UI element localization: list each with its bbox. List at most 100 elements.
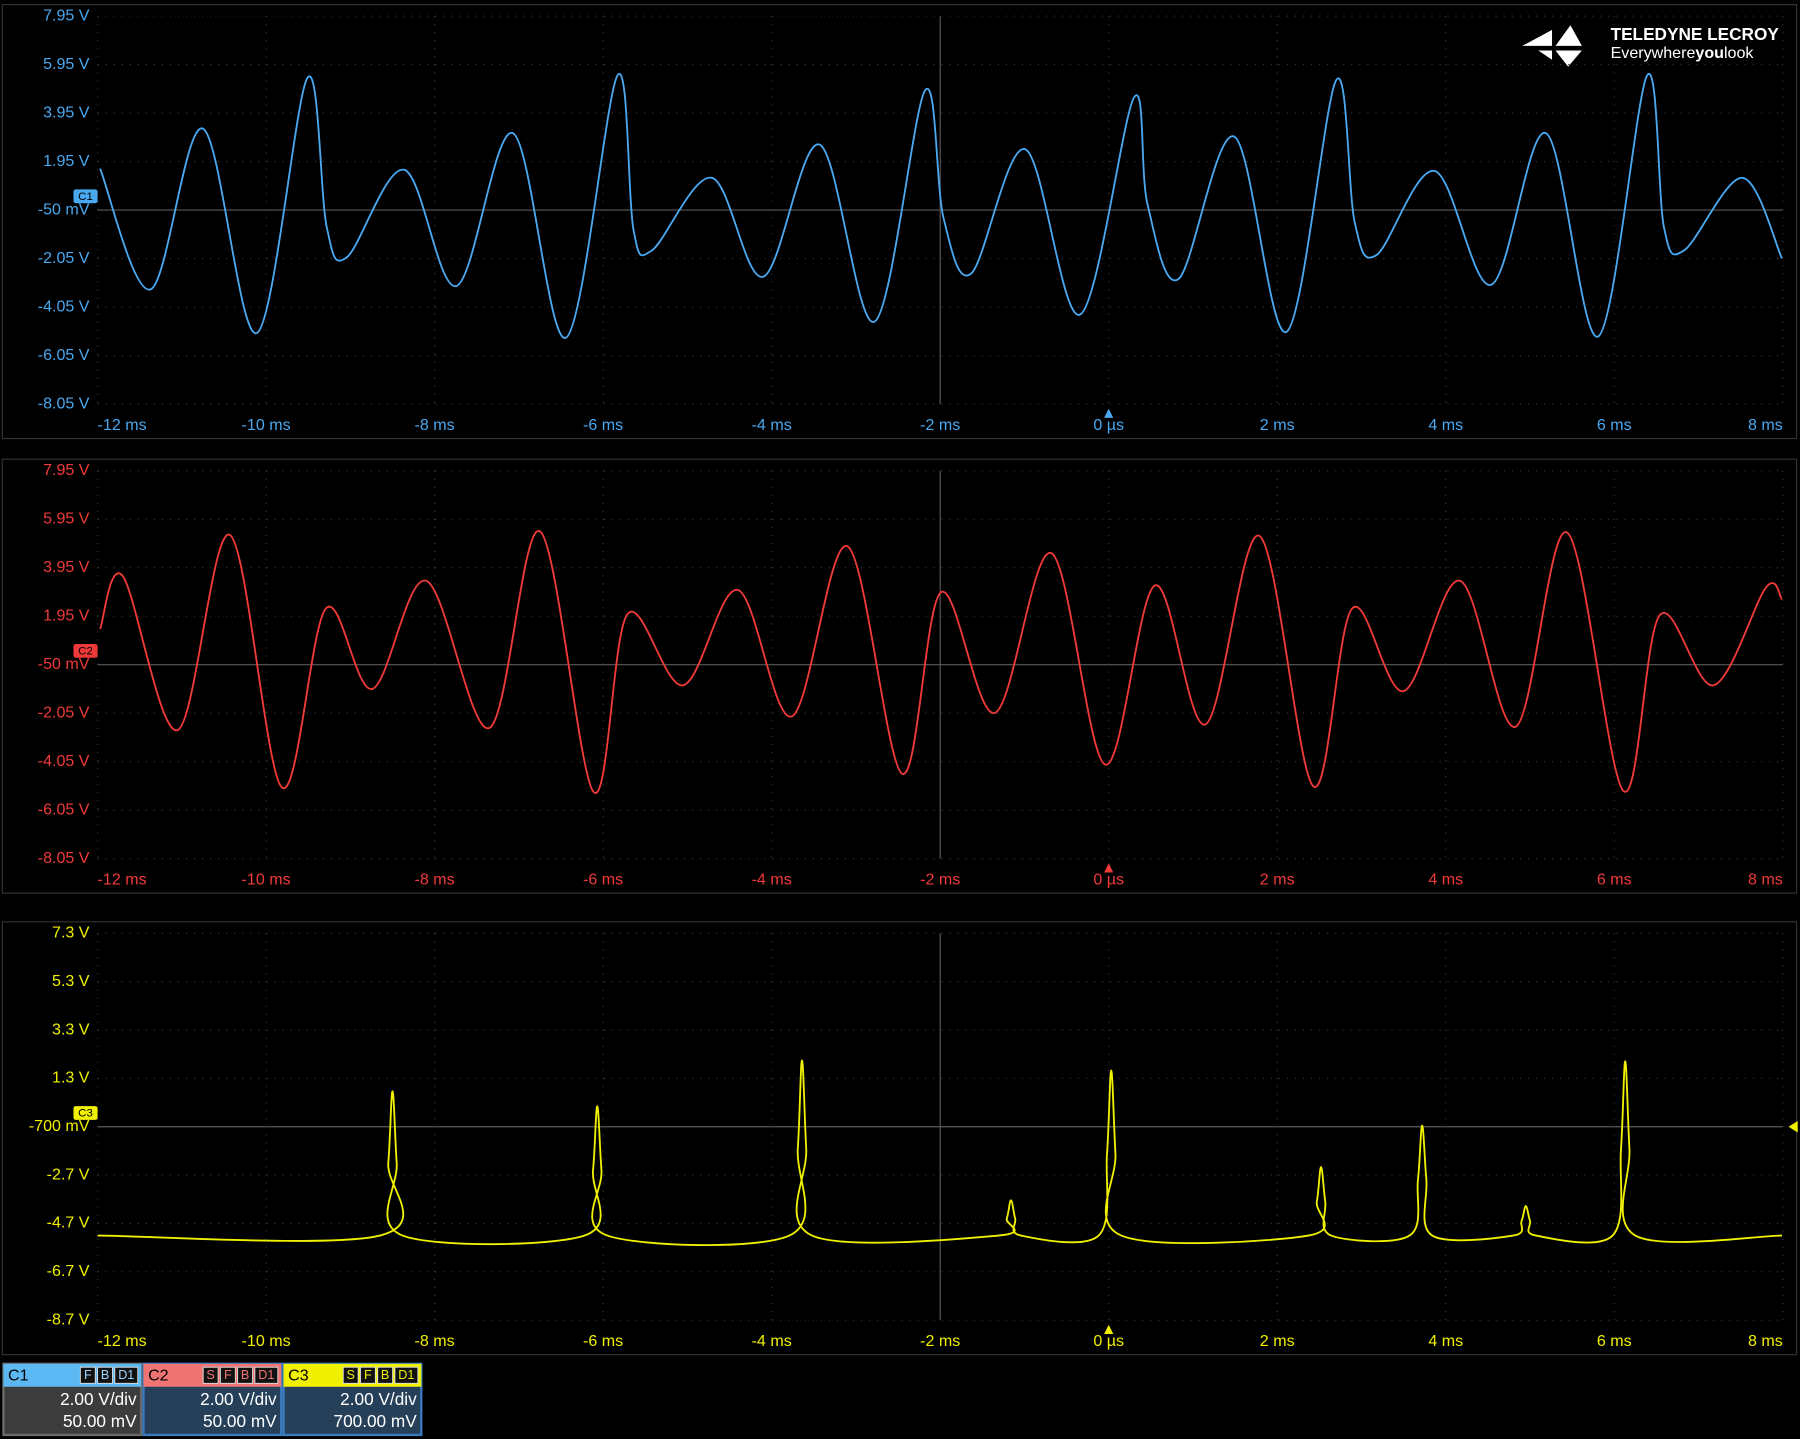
y-tick-label: 5.95 V [43,55,90,73]
y-tick-label: -8.05 V [38,849,90,867]
y-tick-label: -4.05 V [38,297,90,315]
x-tick-label: 8 ms [1748,416,1783,434]
trigger-marker [1104,408,1114,418]
x-tick-label: -4 ms [752,871,792,889]
channel-marker [73,1106,98,1120]
logo-icon [1555,50,1582,67]
y-tick-label: -6.05 V [38,346,90,364]
x-tick-label: 4 ms [1428,416,1463,434]
channel-scale: 2.00 V/div [60,1389,137,1409]
channel-label: C3 [288,1367,309,1385]
y-tick-label: 7.95 V [43,461,90,479]
y-tick-label: -8.05 V [38,394,90,412]
x-tick-label: -6 ms [583,1332,623,1350]
channel-flag-box [342,1366,359,1384]
x-tick-label: -4 ms [752,416,792,434]
y-tick-label: 1.95 V [43,152,90,170]
y-tick-label: -8.7 V [47,1310,90,1328]
logo-icon [1555,25,1582,46]
y-tick-label: -2.7 V [47,1165,90,1183]
slogan-part: look [1724,44,1754,62]
y-tick-label: 3.3 V [52,1020,90,1038]
channel-flag-box [377,1366,394,1384]
channel-flag: S [346,1368,354,1382]
panel-frame [1,458,1798,894]
channel-flag: D1 [118,1368,134,1382]
x-tick-label: 2 ms [1260,871,1295,889]
y-tick-label: -50 mV [38,655,90,673]
x-tick-label: -2 ms [920,416,960,434]
channel-marker [73,644,98,658]
panel-frame [1,4,1798,440]
x-tick-label: -10 ms [242,871,291,889]
y-tick-label: -6.7 V [47,1262,90,1280]
panel: 7.95 V 5.95 V 3.95 V 1.95 V -50 mV -2.05 V -4.… [1,4,1798,440]
slogan-part: you [1695,44,1724,62]
offset-marker [1788,1121,1798,1133]
channel-flag-box [97,1366,113,1384]
channel-flag: B [101,1368,109,1382]
x-tick-label: -12 ms [98,1332,147,1350]
channel-flag-box [254,1366,279,1384]
y-tick-label: -700 mV [29,1117,90,1135]
x-tick-label: -10 ms [242,416,291,434]
channel-marker-label: C1 [78,191,93,203]
y-tick-label: -4.7 V [47,1214,90,1232]
y-tick-label: 7.3 V [52,924,90,942]
channel-offset: 50.00 mV [63,1411,137,1431]
channel-flag: B [241,1368,249,1382]
x-tick-label: -12 ms [98,416,147,434]
channel-marker [73,189,98,204]
channel-marker-label: C2 [78,646,93,658]
channel-offset: 50.00 mV [203,1411,277,1431]
x-tick-label: 4 ms [1428,1332,1463,1350]
channel-flag-box [237,1366,254,1384]
channel-scale: 2.00 V/div [340,1389,417,1409]
y-tick-label: 1.95 V [43,606,90,624]
y-tick-label: 7.95 V [43,6,90,24]
channel-flag-box [360,1366,376,1384]
x-tick-label: 6 ms [1597,1332,1632,1350]
x-tick-label: 0 µs [1093,416,1124,434]
panel-frame [1,921,1798,1356]
channel-marker-label: C3 [78,1108,93,1120]
channel-flag: D1 [398,1368,414,1382]
y-tick-label: -50 mV [38,200,90,218]
y-tick-label: 3.95 V [43,103,90,121]
slogan-part: Everywhere [1611,44,1696,62]
x-tick-label: 6 ms [1597,416,1632,434]
channel-flag: B [381,1368,389,1382]
trace [99,73,1783,339]
channel-label: C2 [148,1367,169,1385]
channel-flag-box [114,1366,139,1384]
channel-flag: D1 [258,1368,274,1382]
logo: TELEDYNE LECROY Everywhereyoulook [1522,24,1780,67]
x-tick-label: -8 ms [415,871,455,889]
logo-brand: TELEDYNE LECROY [1611,24,1780,44]
y-tick-label: -2.05 V [38,249,90,267]
x-tick-label: 2 ms [1260,416,1295,434]
panel: 7.3 V 5.3 V 3.3 V 1.3 V -700 mV -2.7 V -4.7 V -… [1,921,1798,1356]
channel-flag: F [84,1368,92,1382]
trigger-marker [1104,1324,1114,1334]
x-tick-label: -12 ms [98,871,147,889]
panel: 7.95 V 5.95 V 3.95 V 1.95 V -50 mV -2.05 V -4.… [1,458,1798,894]
x-tick-label: 6 ms [1597,871,1632,889]
channel-scale: 2.00 V/div [200,1389,277,1409]
trigger-marker [1104,863,1114,873]
y-tick-label: -6.05 V [38,800,90,818]
channel-flag-box [394,1366,419,1384]
channel-flag-box [79,1366,96,1384]
x-tick-label: 2 ms [1260,1332,1295,1350]
channel-label: C1 [8,1367,29,1385]
x-tick-label: -10 ms [242,1332,291,1350]
x-tick-label: -2 ms [920,871,960,889]
x-tick-label: -8 ms [415,1332,455,1350]
trace [97,1059,1782,1246]
channel-flag-box [202,1366,219,1384]
